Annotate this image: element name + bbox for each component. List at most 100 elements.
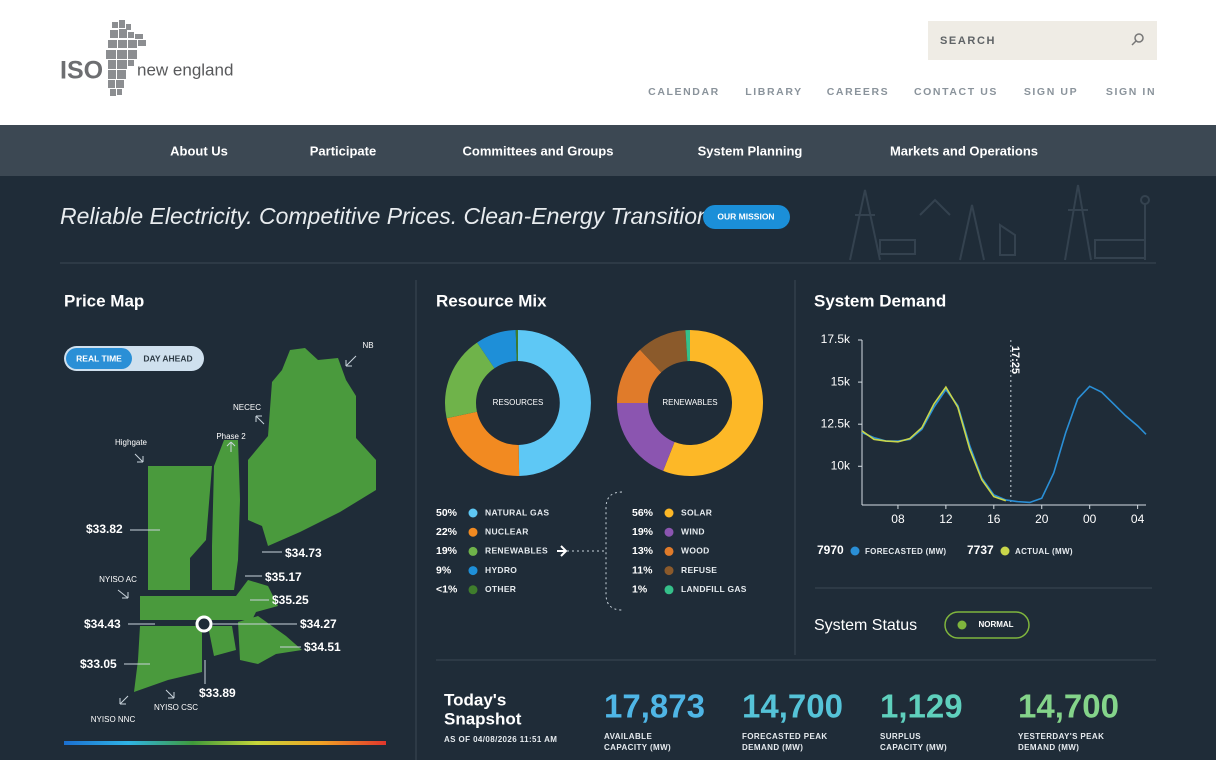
interface-label: NECEC <box>233 403 261 412</box>
metric-label: FORECASTED PEAK <box>742 732 828 741</box>
nav-link[interactable]: Markets and Operations <box>890 143 1038 158</box>
logo-name[interactable]: new england <box>137 60 233 79</box>
y-tick-label: 17.5k <box>821 332 851 346</box>
legend-label: ACTUAL (MW) <box>1015 547 1073 556</box>
donut-segment[interactable] <box>617 403 675 471</box>
y-tick-label: 12.5k <box>821 416 851 430</box>
zone-price[interactable]: $33.82 <box>86 522 123 536</box>
utility-link[interactable]: CONTACT US <box>914 86 998 98</box>
zone-price[interactable]: $33.05 <box>80 657 117 671</box>
logo-text[interactable]: ISO <box>60 57 103 85</box>
map-leaders <box>117 355 357 705</box>
legend-swatch <box>850 546 860 556</box>
metric-label: CAPACITY (MW) <box>880 743 947 752</box>
toggle-active[interactable] <box>66 348 132 369</box>
legend-value: 22% <box>436 526 458 538</box>
status-pill[interactable] <box>944 611 1030 639</box>
utility-link[interactable]: LIBRARY <box>745 86 802 98</box>
legend-label: FORECASTED (MW) <box>865 547 946 556</box>
donut-segment[interactable] <box>515 330 518 362</box>
legend-swatch <box>468 527 478 537</box>
legend-label: NATURAL GAS <box>485 507 549 517</box>
metric-label: DEMAND (MW) <box>742 743 803 752</box>
donut-segment[interactable] <box>518 330 591 476</box>
utility-link[interactable]: CALENDAR <box>648 86 720 98</box>
utility-link[interactable]: CAREERS <box>827 86 890 98</box>
x-tick-label: 00 <box>1083 512 1097 526</box>
status-label: NORMAL <box>978 620 1013 629</box>
donut-center-label: RENEWABLES <box>662 398 717 407</box>
metric-label: CAPACITY (MW) <box>604 743 671 752</box>
snapshot-title: Today's <box>444 690 506 709</box>
nav-link[interactable]: Participate <box>310 143 376 158</box>
donut-segment[interactable] <box>617 349 662 403</box>
nav-link[interactable]: Committees and Groups <box>463 143 614 158</box>
x-tick-label: 20 <box>1035 512 1049 526</box>
legend-label: OTHER <box>485 584 516 594</box>
metric-value: 1,129 <box>880 688 963 725</box>
legend-label: WOOD <box>681 546 710 556</box>
zone-price[interactable]: $34.51 <box>304 640 341 654</box>
header-bg <box>0 0 1216 125</box>
donut-segment[interactable] <box>663 330 764 476</box>
mission-button-label[interactable]: OUR MISSION <box>717 211 774 221</box>
legend-value: 13% <box>632 545 654 557</box>
zone-price[interactable]: $34.43 <box>84 617 121 631</box>
mission-button[interactable] <box>703 205 790 229</box>
interface-label: Highgate <box>115 438 148 447</box>
legend-label: REFUSE <box>681 565 717 575</box>
arrow <box>557 545 568 557</box>
toggle-option[interactable]: REAL TIME <box>76 353 122 363</box>
status-dot <box>957 620 967 630</box>
legend-swatch <box>664 546 674 556</box>
legend-swatch <box>468 585 478 595</box>
x-tick-label: 16 <box>987 512 1001 526</box>
nav-link[interactable]: About Us <box>170 143 228 158</box>
legend-swatch <box>664 566 674 576</box>
search-icon[interactable] <box>1131 33 1144 46</box>
metric-label: DEMAND (MW) <box>1018 743 1079 752</box>
zone-price[interactable]: $34.73 <box>285 546 322 560</box>
map-marker[interactable] <box>195 615 213 633</box>
legend-value: 50% <box>436 507 458 519</box>
tagline: Reliable Electricity. Competitive Prices… <box>60 203 716 229</box>
nav-link[interactable]: System Planning <box>698 143 803 158</box>
utility-link[interactable]: SIGN IN <box>1106 86 1156 98</box>
x-tick-label: 08 <box>891 512 905 526</box>
toggle-option[interactable]: DAY AHEAD <box>143 353 192 363</box>
zone-price[interactable]: $35.17 <box>265 570 302 584</box>
utility-link[interactable]: SIGN UP <box>1024 86 1078 98</box>
metric-label: AVAILABLE <box>604 732 652 741</box>
section-title: System Demand <box>814 291 946 310</box>
zone-price[interactable]: $34.27 <box>300 617 337 631</box>
new-england-map[interactable] <box>134 348 376 692</box>
legend-label: WIND <box>681 526 705 536</box>
zone-price[interactable]: $33.89 <box>199 686 236 700</box>
section-title: Resource Mix <box>436 291 547 310</box>
donut-segment[interactable] <box>477 330 517 369</box>
demand-line <box>861 385 1147 504</box>
metric-label: SURPLUS <box>880 732 921 741</box>
search-placeholder[interactable]: SEARCH <box>940 35 996 47</box>
interface-label: NYISO AC <box>99 575 137 584</box>
legend-value: 9% <box>436 564 452 576</box>
donut-segment[interactable] <box>446 411 520 476</box>
donut-segment[interactable] <box>640 330 688 373</box>
legend-swatch <box>468 566 478 576</box>
logo-mark[interactable] <box>106 20 146 96</box>
donut-segment[interactable] <box>445 342 495 419</box>
hero-decoration <box>849 184 1150 261</box>
legend-swatch <box>664 527 674 537</box>
legend-value: 1% <box>632 584 648 596</box>
legend-value: 19% <box>436 545 458 557</box>
legend-label: SOLAR <box>681 507 712 517</box>
legend-swatch <box>468 546 478 556</box>
section-title: Price Map <box>64 291 144 310</box>
zone-price[interactable]: $35.25 <box>272 593 309 607</box>
legend-value: 7737 <box>967 543 994 557</box>
metric-value: 14,700 <box>1018 688 1119 725</box>
legend-value: 19% <box>632 526 654 538</box>
search-box[interactable] <box>928 21 1157 60</box>
donut-segment[interactable] <box>685 330 690 362</box>
interface-label: NB <box>362 341 373 350</box>
